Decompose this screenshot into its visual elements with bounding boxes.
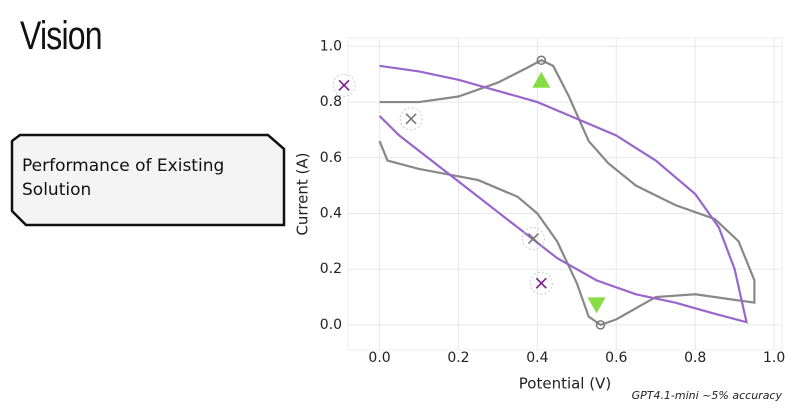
y-tick-label: 0.6 <box>320 150 342 166</box>
marker-halo <box>521 227 545 251</box>
x-tick-label: 0.4 <box>526 350 548 366</box>
y-tick-label: 0.0 <box>320 317 342 333</box>
x-axis-label: Potential (V) <box>519 375 611 393</box>
point-marker <box>536 55 547 66</box>
x-tick-label: 1.0 <box>763 350 785 366</box>
line <box>378 59 756 327</box>
point-marker <box>587 297 606 314</box>
x-marker <box>338 79 350 91</box>
circle-marker <box>536 55 547 66</box>
callout-box <box>10 133 286 227</box>
point-marker <box>529 271 553 295</box>
y-tick-label: 0.4 <box>320 206 342 222</box>
y-tick-label: 1.0 <box>320 38 342 54</box>
x-marker <box>405 113 417 125</box>
y-axis-label: Current (A) <box>294 152 312 235</box>
y-tick-label: 0.8 <box>320 94 342 110</box>
footnote: GPT4.1-mini ~5% accuracy <box>631 389 782 402</box>
x-tick-label: 0.0 <box>368 350 390 366</box>
slide-title: Vision <box>20 14 103 58</box>
x-tick-label: 0.2 <box>447 350 469 366</box>
x-tick-label: 0.8 <box>684 350 706 366</box>
point-marker <box>521 227 545 251</box>
point-marker <box>332 73 356 97</box>
triangle-marker <box>532 71 551 88</box>
point-marker <box>532 71 551 88</box>
triangle-marker <box>587 297 606 314</box>
line <box>378 64 748 324</box>
plot-frame <box>347 37 783 351</box>
point-marker <box>399 107 423 131</box>
marker-halo <box>529 271 553 295</box>
point-marker <box>595 320 606 330</box>
x-marker <box>535 277 547 289</box>
callout-text: Performance of Existing Solution <box>22 156 225 200</box>
marker-halo <box>399 107 423 131</box>
x-tick-label: 0.6 <box>605 350 627 366</box>
x-marker <box>527 233 540 245</box>
marker-halo <box>332 73 356 97</box>
circle-marker <box>595 320 606 330</box>
y-tick-label: 0.2 <box>320 261 342 277</box>
